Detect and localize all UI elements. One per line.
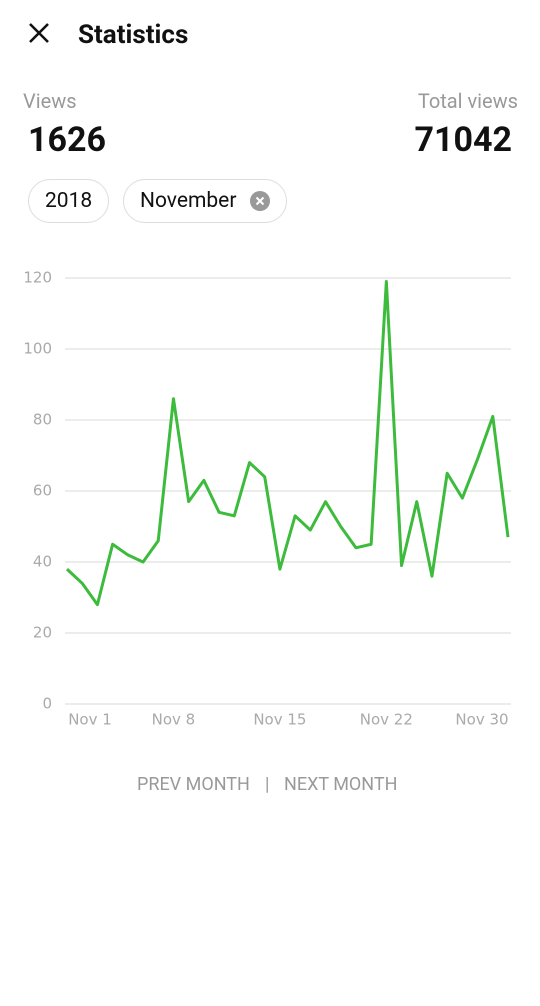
y-tick-label: 120: [23, 269, 52, 287]
x-tick-label: Nov 15: [253, 711, 306, 729]
prev-month[interactable]: PREV MONTH: [137, 774, 250, 795]
chart: 0 20 40 60 80 100 120 Nov 1 Nov 8 Nov 15 Nov 22 Nov…: [23, 269, 511, 729]
month-chip[interactable]: November: [123, 179, 288, 223]
next-month[interactable]: NEXT MONTH: [284, 774, 398, 795]
x-tick-label: Nov 1: [68, 711, 112, 729]
screen-title: Statistics: [78, 20, 189, 50]
y-tick-label: 40: [33, 553, 52, 571]
y-tick-label: 0: [42, 695, 52, 713]
y-tick-label: 60: [33, 482, 52, 500]
total-views-value: 71042: [414, 120, 512, 160]
chip-text: November: [140, 189, 237, 213]
views-label: Views: [23, 89, 77, 113]
data-line: [65, 280, 510, 607]
x-tick-label: Nov 30: [455, 711, 508, 729]
close-button[interactable]: [26, 20, 52, 46]
y-tick-label: 20: [33, 624, 52, 642]
year-chip[interactable]: 2018: [28, 179, 110, 223]
x-tick-label: Nov 8: [152, 711, 196, 729]
x-tick-label: Nov 22: [360, 711, 413, 729]
separator: |: [265, 774, 270, 795]
chip-text: 2018: [45, 189, 93, 213]
y-tick-label: 100: [23, 340, 52, 358]
views-value: 1626: [28, 120, 107, 160]
chip-remove[interactable]: [250, 191, 271, 211]
y-tick-label: 80: [33, 411, 52, 429]
total-views-label: Total views: [417, 89, 518, 113]
